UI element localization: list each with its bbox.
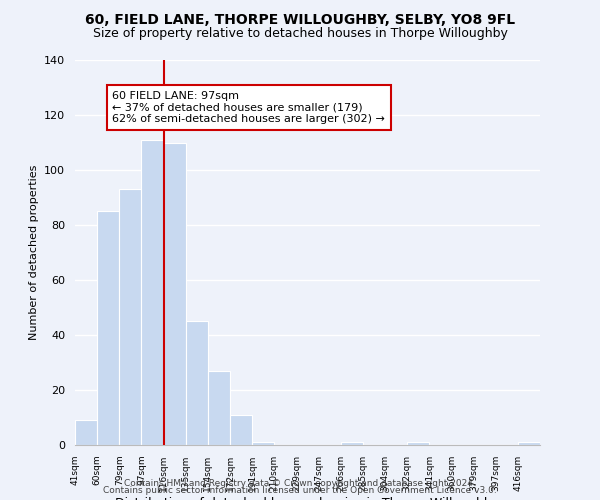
Bar (230, 415, 252, 445)
Bar (341, 442, 363, 445)
Bar (119, 189, 142, 445)
Bar (407, 442, 429, 445)
Bar (518, 442, 540, 445)
Text: 60 FIELD LANE: 97sqm
← 37% of detached houses are smaller (179)
62% of semi-deta: 60 FIELD LANE: 97sqm ← 37% of detached h… (112, 91, 385, 124)
Bar (142, 140, 164, 445)
Bar (208, 371, 230, 445)
Bar (97, 211, 119, 445)
Bar (75, 420, 97, 445)
Bar (164, 142, 186, 445)
Text: Size of property relative to detached houses in Thorpe Willoughby: Size of property relative to detached ho… (92, 28, 508, 40)
Y-axis label: Number of detached properties: Number of detached properties (29, 165, 38, 340)
Bar (186, 322, 208, 445)
Bar (252, 442, 274, 445)
X-axis label: Distribution of detached houses by size in Thorpe Willoughby: Distribution of detached houses by size … (115, 496, 500, 500)
Text: 60, FIELD LANE, THORPE WILLOUGHBY, SELBY, YO8 9FL: 60, FIELD LANE, THORPE WILLOUGHBY, SELBY… (85, 12, 515, 26)
Text: Contains HM Land Registry data © Crown copyright and database right 2024.: Contains HM Land Registry data © Crown c… (124, 478, 476, 488)
Text: Contains public sector information licensed under the Open Government Licence v3: Contains public sector information licen… (103, 486, 497, 495)
